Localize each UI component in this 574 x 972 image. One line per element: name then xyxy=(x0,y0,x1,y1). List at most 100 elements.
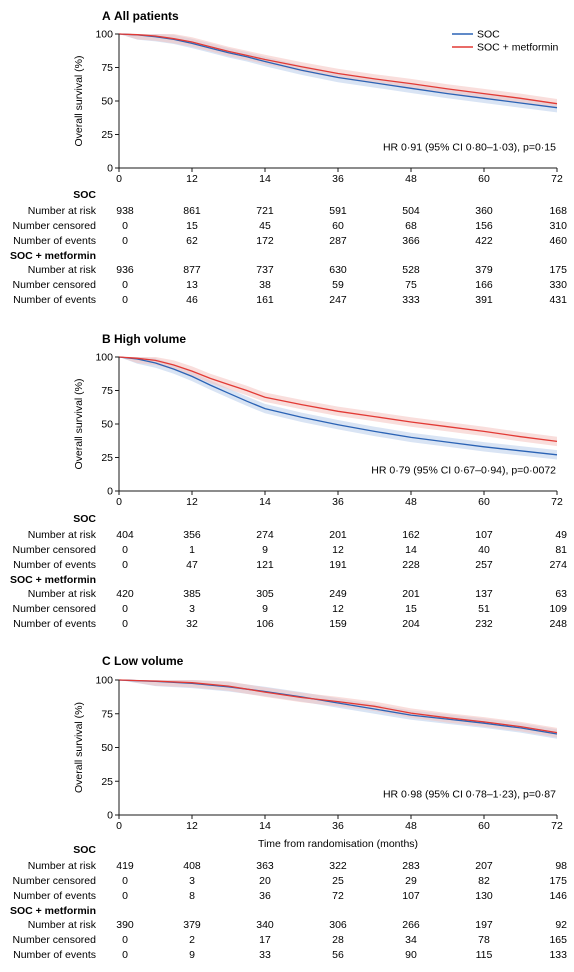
survival-curve-soc xyxy=(118,679,558,735)
x-tick-label: 72 xyxy=(551,496,563,508)
risk-cell: 310 xyxy=(549,220,567,232)
risk-cell: 0 xyxy=(122,875,128,887)
panel-title-text: High volume xyxy=(114,332,186,346)
risk-cell: 232 xyxy=(475,618,493,630)
risk-cell: 161 xyxy=(256,294,274,306)
risk-cell: 9 xyxy=(262,544,268,556)
x-tick-label: 48 xyxy=(405,820,417,832)
risk-cell: 379 xyxy=(183,919,201,931)
risk-cell: 60 xyxy=(332,220,344,232)
risk-cell: 47 xyxy=(186,559,198,571)
risk-cell: 0 xyxy=(122,949,128,961)
x-tick-label: 72 xyxy=(551,820,563,832)
risk-cell: 20 xyxy=(259,875,271,887)
risk-cell: 330 xyxy=(549,279,567,291)
risk-cell: 274 xyxy=(256,529,274,541)
risk-cell: 419 xyxy=(116,860,134,872)
risk-cell: 78 xyxy=(478,934,490,946)
panel-c: C Low volume 0 25 50 75 100 Overall survival (… xyxy=(10,654,567,961)
y-tick-label: 0 xyxy=(107,810,113,822)
risk-cell: 130 xyxy=(475,890,493,902)
ci-band-soc xyxy=(119,357,557,460)
risk-cell: 0 xyxy=(122,890,128,902)
risk-cell: 32 xyxy=(186,618,198,630)
y-tick-label: 0 xyxy=(107,163,113,175)
risk-cell: 861 xyxy=(183,205,201,217)
risk-cell: 8 xyxy=(189,890,195,902)
risk-cell: 197 xyxy=(475,919,493,931)
hazard-ratio-annotation: HR 0·98 (95% CI 0·78–1·23), p=0·87 xyxy=(383,788,556,800)
risk-group-title: SOC xyxy=(73,844,96,856)
risk-cell: 936 xyxy=(116,264,134,276)
risk-row-label: Number of events xyxy=(13,294,96,306)
risk-cell: 49 xyxy=(555,529,567,541)
x-tick-label: 60 xyxy=(478,173,490,185)
risk-cell: 59 xyxy=(332,279,344,291)
risk-cell: 257 xyxy=(475,559,493,571)
risk-cell: 63 xyxy=(555,588,567,600)
risk-cell: 2 xyxy=(189,934,195,946)
risk-cell: 162 xyxy=(402,529,420,541)
risk-cell: 9 xyxy=(189,949,195,961)
y-tick-label: 75 xyxy=(101,385,113,397)
risk-cell: 363 xyxy=(256,860,274,872)
risk-cell: 40 xyxy=(478,544,490,556)
risk-cell: 98 xyxy=(555,860,567,872)
risk-cell: 172 xyxy=(256,235,274,247)
panel-title-text: All patients xyxy=(114,9,179,23)
ci-band-soc-metformin xyxy=(119,680,557,738)
x-tick-label: 14 xyxy=(259,173,271,185)
legend-label: SOC + metformin xyxy=(477,42,559,54)
risk-cell: 168 xyxy=(549,205,567,217)
x-tick-label: 72 xyxy=(551,173,563,185)
risk-cell: 12 xyxy=(332,544,344,556)
risk-cell: 33 xyxy=(259,949,271,961)
survival-curve-soc-metformin xyxy=(118,679,558,734)
risk-cell: 201 xyxy=(402,588,420,600)
risk-cell: 9 xyxy=(262,603,268,615)
ci-band-soc xyxy=(119,680,557,739)
risk-cell: 390 xyxy=(116,919,134,931)
risk-cell: 504 xyxy=(402,205,420,217)
risk-cell: 322 xyxy=(329,860,347,872)
risk-cell: 90 xyxy=(405,949,417,961)
risk-cell: 107 xyxy=(402,890,420,902)
risk-row-label: Number at risk xyxy=(28,205,97,217)
risk-cell: 528 xyxy=(402,264,420,276)
panel-title-text: Low volume xyxy=(114,654,184,668)
risk-cell: 3 xyxy=(189,603,195,615)
panel-a: A All patients 0 25 50 75 100 Overall survival… xyxy=(10,9,567,306)
risk-cell: 630 xyxy=(329,264,347,276)
risk-cell: 266 xyxy=(402,919,420,931)
y-tick-label: 100 xyxy=(95,675,113,687)
risk-row-label: Number at risk xyxy=(28,264,97,276)
risk-cell: 360 xyxy=(475,205,493,217)
x-tick-label: 36 xyxy=(332,173,344,185)
risk-row-label: Number of events xyxy=(13,618,96,630)
risk-cell: 14 xyxy=(405,544,417,556)
risk-cell: 306 xyxy=(329,919,347,931)
risk-cell: 133 xyxy=(549,949,567,961)
risk-row-label: Number at risk xyxy=(28,919,97,931)
risk-cell: 106 xyxy=(256,618,274,630)
x-tick-label: 48 xyxy=(405,173,417,185)
risk-cell: 591 xyxy=(329,205,347,217)
risk-cell: 17 xyxy=(259,934,271,946)
risk-cell: 408 xyxy=(183,860,201,872)
x-tick-label: 36 xyxy=(332,496,344,508)
survival-curve-soc xyxy=(118,356,558,456)
risk-cell: 146 xyxy=(549,890,567,902)
risk-cell: 379 xyxy=(475,264,493,276)
risk-cell: 191 xyxy=(329,559,347,571)
risk-row-label: Number censored xyxy=(13,934,97,946)
risk-row-label: Number censored xyxy=(13,875,97,887)
risk-cell: 36 xyxy=(259,890,271,902)
risk-cell: 0 xyxy=(122,618,128,630)
risk-cell: 137 xyxy=(475,588,493,600)
risk-row-label: Number of events xyxy=(13,559,96,571)
risk-row-label: Number censored xyxy=(13,220,97,232)
risk-cell: 0 xyxy=(122,235,128,247)
risk-cell: 28 xyxy=(332,934,344,946)
risk-cell: 0 xyxy=(122,603,128,615)
